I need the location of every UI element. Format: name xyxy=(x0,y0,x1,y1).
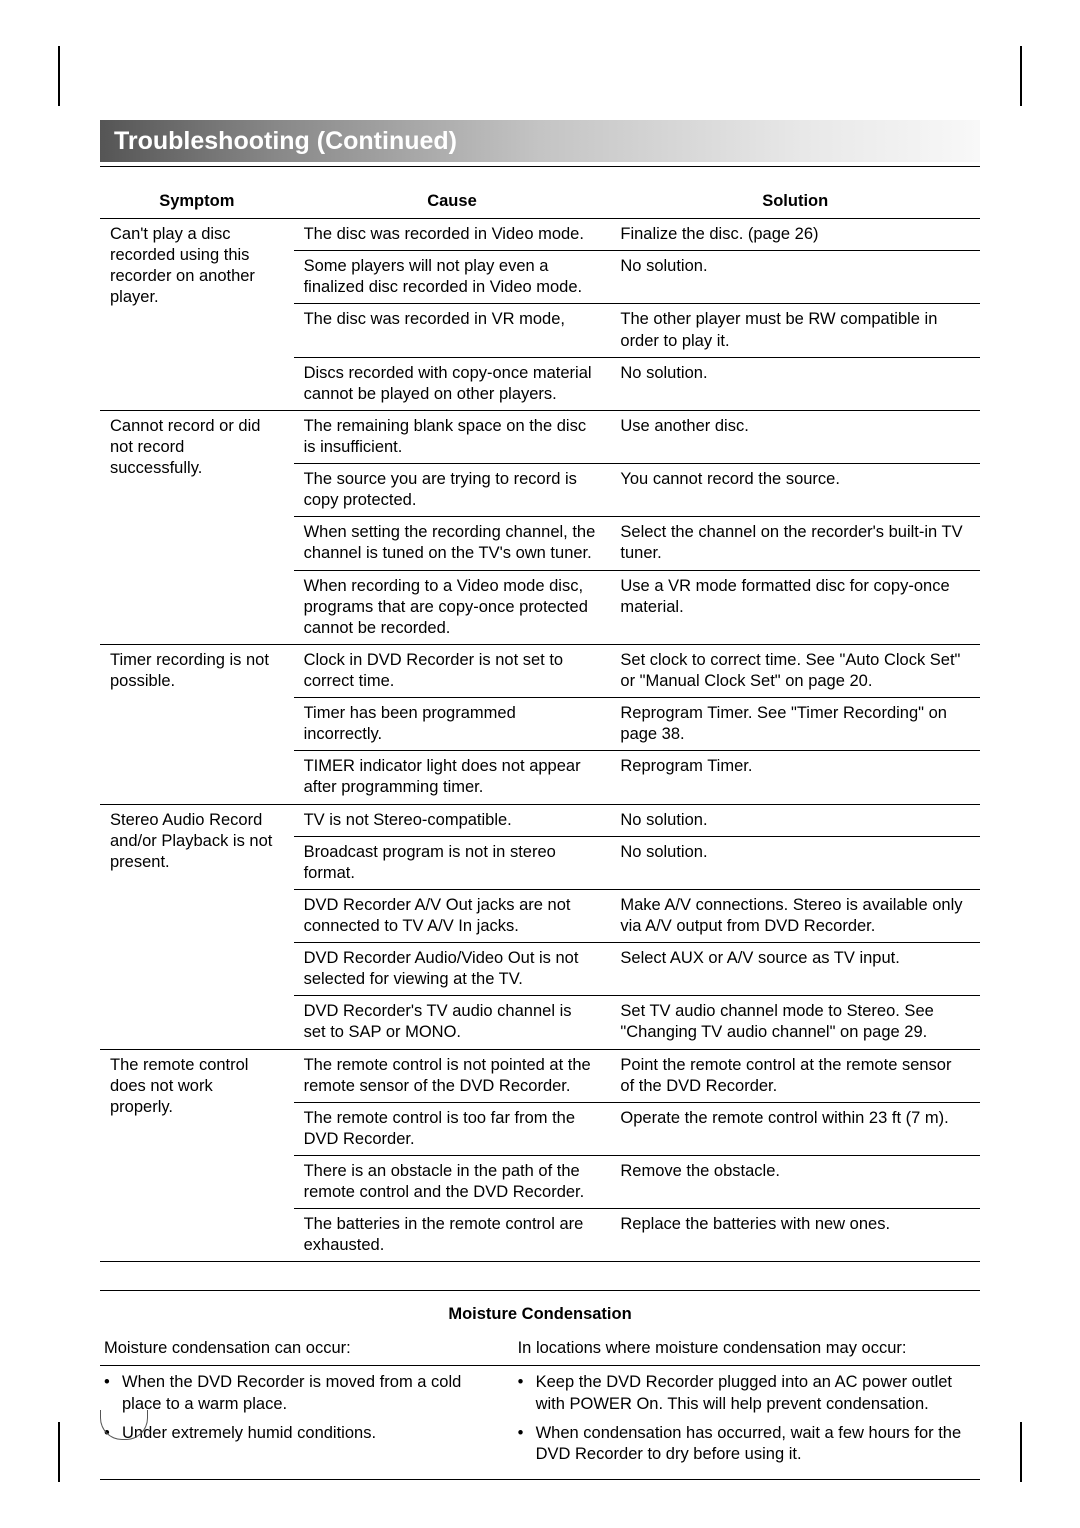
table-row: Stereo Audio Record and/or Playback is n… xyxy=(100,804,980,836)
solution-cell: No solution. xyxy=(610,251,980,304)
table-header-row: Symptom Cause Solution xyxy=(100,185,980,219)
cause-cell: The remote control is not pointed at the… xyxy=(294,1049,611,1102)
cause-cell: The source you are trying to record is c… xyxy=(294,464,611,517)
cause-cell: DVD Recorder Audio/Video Out is not sele… xyxy=(294,943,611,996)
table-row: Cannot record or did not record successf… xyxy=(100,410,980,463)
cause-cell: DVD Recorder's TV audio channel is set t… xyxy=(294,996,611,1049)
cause-cell: Discs recorded with copy-once material c… xyxy=(294,357,611,410)
troubleshooting-table: Symptom Cause Solution Can't play a disc… xyxy=(100,185,980,1262)
list-item: When condensation has occurred, wait a f… xyxy=(518,1423,968,1465)
list-item: Keep the DVD Recorder plugged into an AC… xyxy=(518,1372,968,1414)
cause-cell: Broadcast program is not in stereo forma… xyxy=(294,836,611,889)
solution-cell: The other player must be RW compatible i… xyxy=(610,304,980,357)
list-item: Under extremely humid conditions. xyxy=(104,1423,502,1444)
solution-cell: Use another disc. xyxy=(610,410,980,463)
col-header-symptom: Symptom xyxy=(100,185,294,219)
solution-cell: Set clock to correct time. See "Auto Clo… xyxy=(610,644,980,697)
table-row: When the DVD Recorder is moved from a co… xyxy=(100,1366,980,1479)
solution-cell: Use a VR mode formatted disc for copy-on… xyxy=(610,570,980,644)
solution-cell: You cannot record the source. xyxy=(610,464,980,517)
page-title: Troubleshooting (Continued) xyxy=(114,127,457,156)
crop-mark xyxy=(1020,1422,1022,1482)
table-row: Timer recording is not possible.Clock in… xyxy=(100,644,980,697)
solution-cell: No solution. xyxy=(610,804,980,836)
symptom-cell: Can't play a disc recorded using this re… xyxy=(100,219,294,411)
crop-mark xyxy=(58,1422,60,1482)
page-title-bar: Troubleshooting (Continued) xyxy=(100,120,980,162)
solution-cell: Select AUX or A/V source as TV input. xyxy=(610,943,980,996)
cause-cell: Clock in DVD Recorder is not set to corr… xyxy=(294,644,611,697)
solution-cell: Set TV audio channel mode to Stereo. See… xyxy=(610,996,980,1049)
symptom-cell: Timer recording is not possible. xyxy=(100,644,294,804)
solution-cell: No solution. xyxy=(610,357,980,410)
solution-cell: Reprogram Timer. See "Timer Recording" o… xyxy=(610,698,980,751)
crop-mark xyxy=(58,46,60,106)
symptom-cell: Stereo Audio Record and/or Playback is n… xyxy=(100,804,294,1049)
cause-cell: The disc was recorded in VR mode, xyxy=(294,304,611,357)
list-item: When the DVD Recorder is moved from a co… xyxy=(104,1372,502,1414)
table-row: Moisture condensation can occur: In loca… xyxy=(100,1332,980,1366)
moisture-title: Moisture Condensation xyxy=(100,1290,980,1332)
cause-cell: Some players will not play even a finali… xyxy=(294,251,611,304)
table-row: The remote control does not work properl… xyxy=(100,1049,980,1102)
table-row: Can't play a disc recorded using this re… xyxy=(100,219,980,251)
cause-cell: When setting the recording channel, the … xyxy=(294,517,611,570)
cause-cell: DVD Recorder A/V Out jacks are not conne… xyxy=(294,889,611,942)
solution-cell: Select the channel on the recorder's bui… xyxy=(610,517,980,570)
moisture-right-header: In locations where moisture condensation… xyxy=(514,1332,980,1366)
moisture-table: Moisture condensation can occur: In loca… xyxy=(100,1332,980,1480)
header-underline xyxy=(100,166,980,167)
cause-cell: The disc was recorded in Video mode. xyxy=(294,219,611,251)
cause-cell: When recording to a Video mode disc, pro… xyxy=(294,570,611,644)
solution-cell: No solution. xyxy=(610,836,980,889)
moisture-right-cell: Keep the DVD Recorder plugged into an AC… xyxy=(514,1366,980,1479)
crop-mark xyxy=(1020,46,1022,106)
moisture-left-header: Moisture condensation can occur: xyxy=(100,1332,514,1366)
cause-cell: Timer has been programmed incorrectly. xyxy=(294,698,611,751)
cause-cell: The batteries in the remote control are … xyxy=(294,1209,611,1262)
solution-cell: Operate the remote control within 23 ft … xyxy=(610,1102,980,1155)
solution-cell: Finalize the disc. (page 26) xyxy=(610,219,980,251)
solution-cell: Reprogram Timer. xyxy=(610,751,980,804)
solution-cell: Remove the obstacle. xyxy=(610,1155,980,1208)
cause-cell: The remote control is too far from the D… xyxy=(294,1102,611,1155)
symptom-cell: The remote control does not work properl… xyxy=(100,1049,294,1262)
cause-cell: TIMER indicator light does not appear af… xyxy=(294,751,611,804)
symptom-cell: Cannot record or did not record successf… xyxy=(100,410,294,644)
cause-cell: The remaining blank space on the disc is… xyxy=(294,410,611,463)
col-header-cause: Cause xyxy=(294,185,611,219)
solution-cell: Point the remote control at the remote s… xyxy=(610,1049,980,1102)
cause-cell: TV is not Stereo-compatible. xyxy=(294,804,611,836)
solution-cell: Make A/V connections. Stereo is availabl… xyxy=(610,889,980,942)
col-header-solution: Solution xyxy=(610,185,980,219)
solution-cell: Replace the batteries with new ones. xyxy=(610,1209,980,1262)
cause-cell: There is an obstacle in the path of the … xyxy=(294,1155,611,1208)
moisture-left-cell: When the DVD Recorder is moved from a co… xyxy=(100,1366,514,1479)
